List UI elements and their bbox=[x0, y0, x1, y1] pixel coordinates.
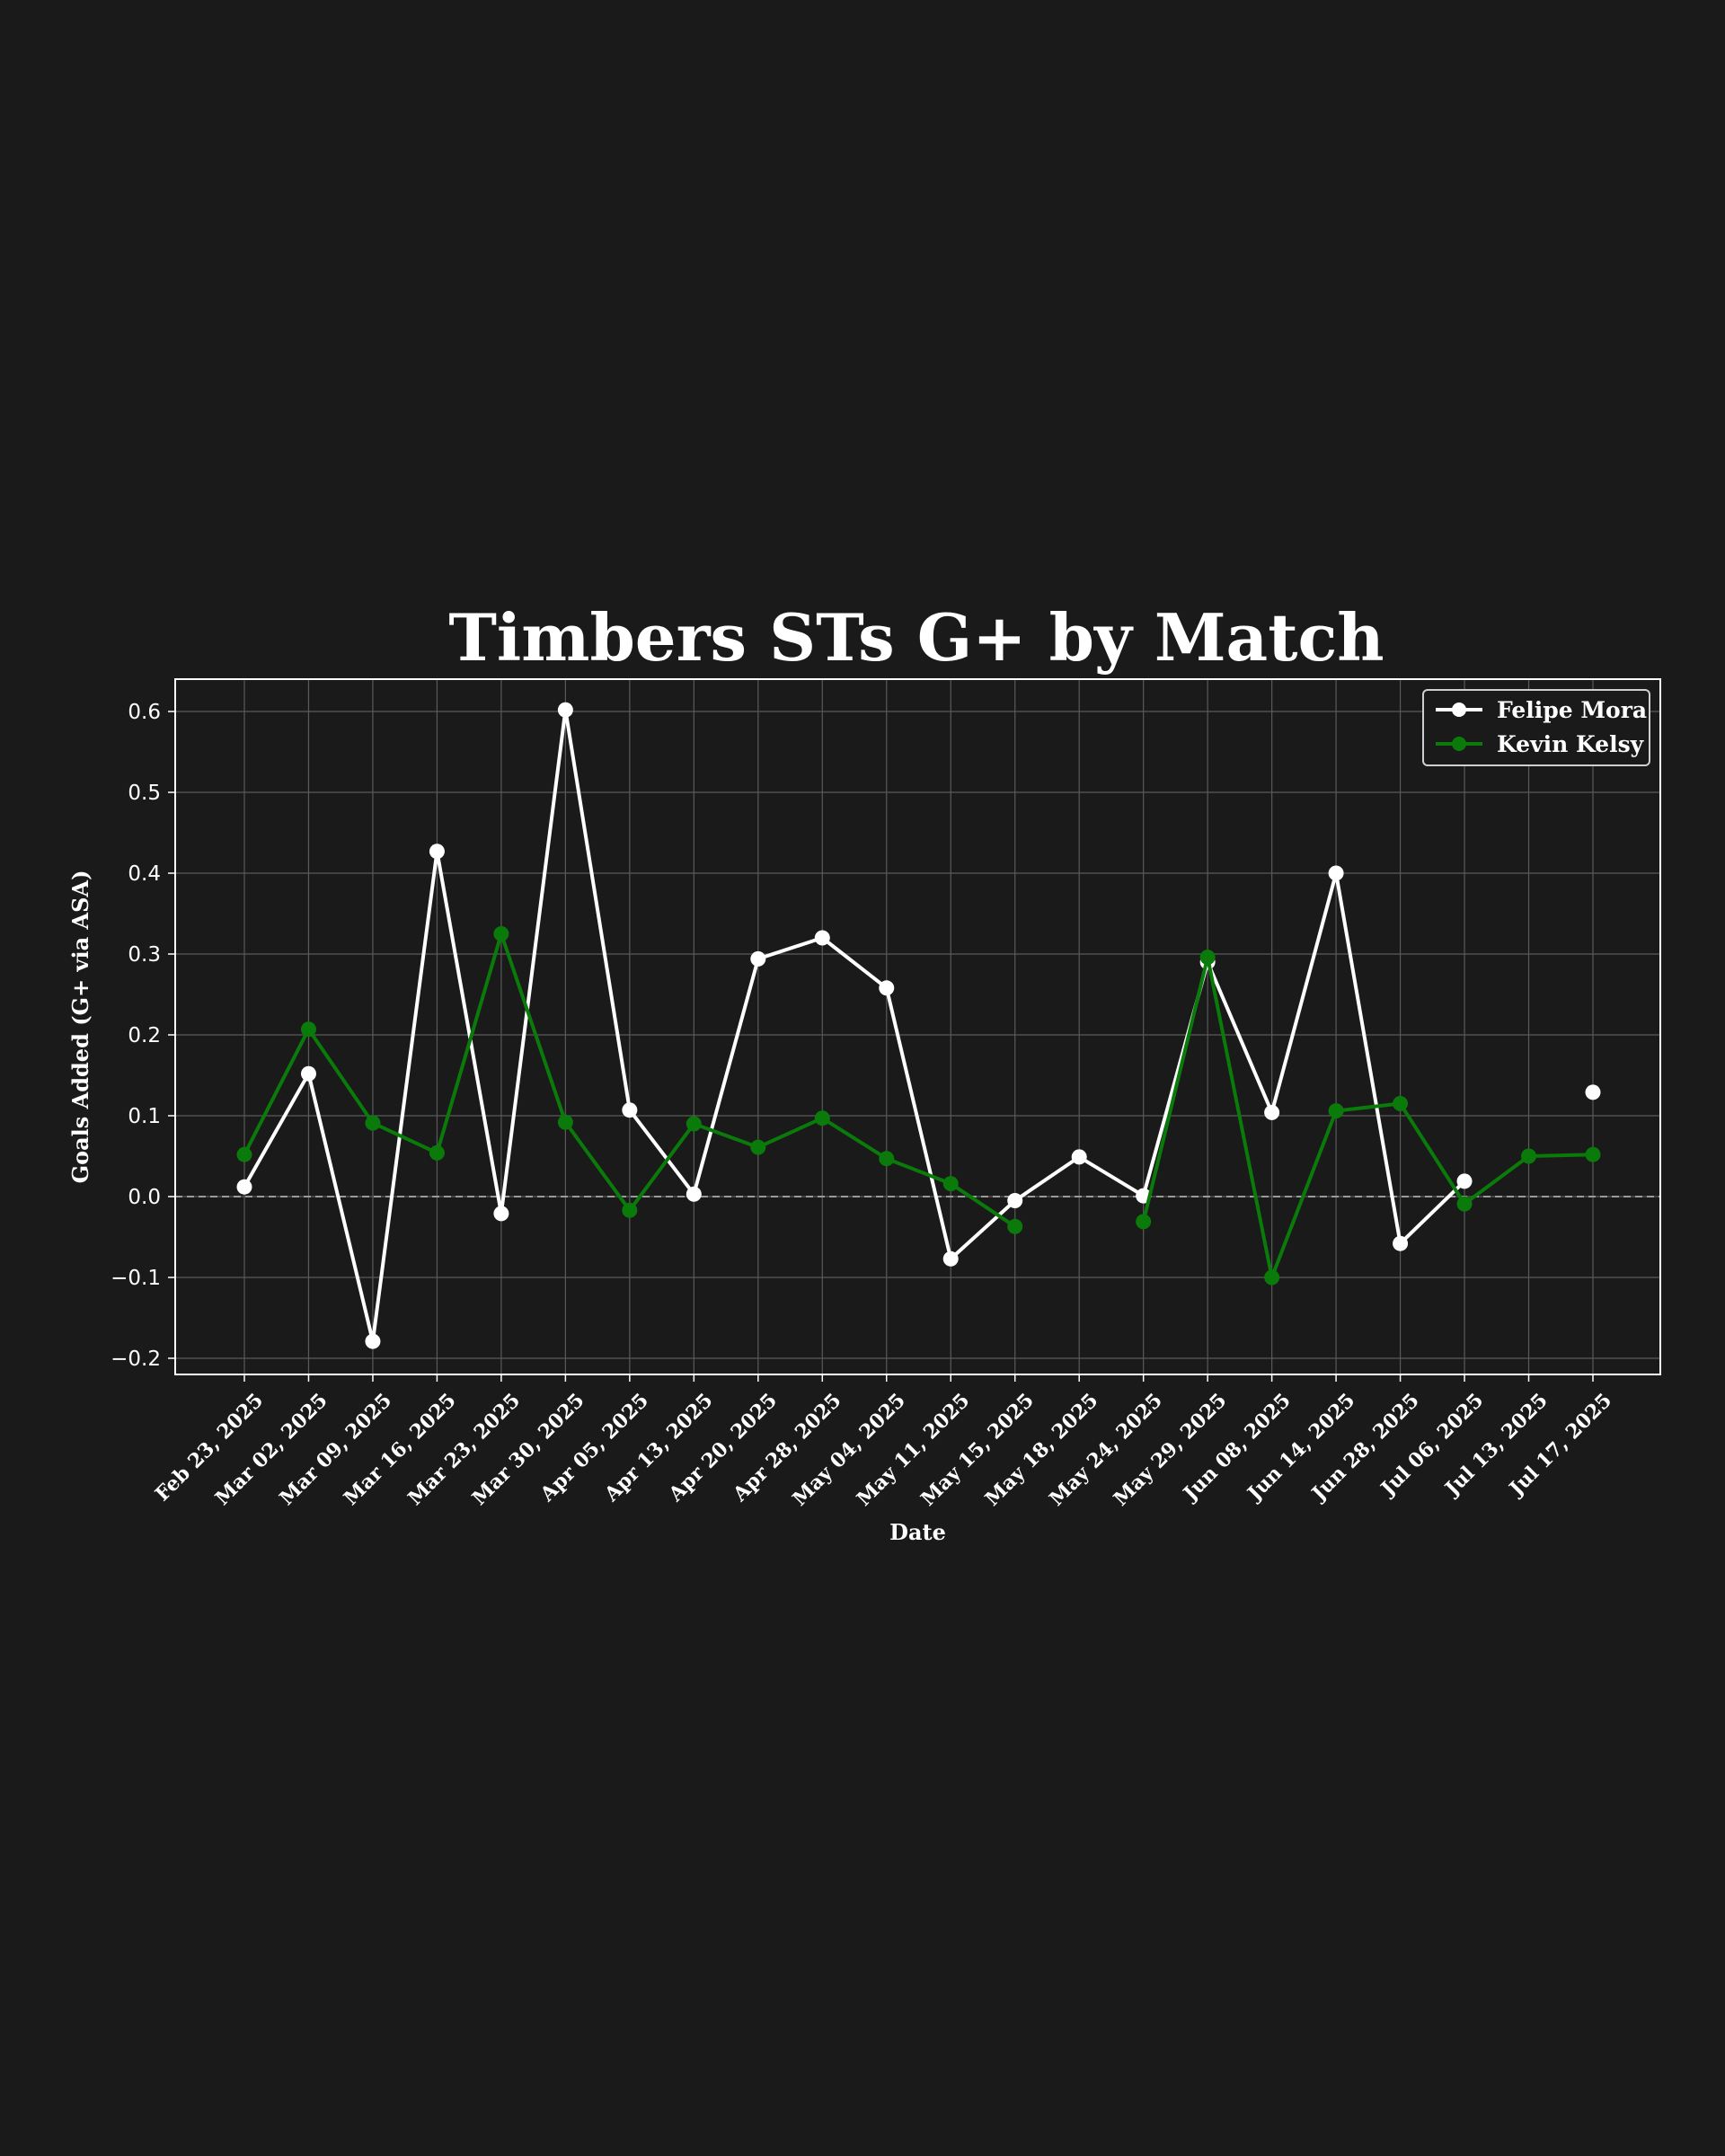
legend-label: Felipe Mora bbox=[1497, 697, 1647, 723]
y-tick-label: 0.0 bbox=[128, 1186, 161, 1209]
data-point bbox=[1264, 1269, 1280, 1286]
y-tick-label: 0.5 bbox=[128, 782, 161, 805]
data-point bbox=[236, 1146, 252, 1162]
data-point bbox=[750, 950, 766, 967]
data-point bbox=[557, 702, 573, 718]
y-tick-label: 0.2 bbox=[128, 1024, 161, 1047]
legend: Felipe Mora Kevin Kelsy bbox=[1422, 689, 1650, 766]
data-point bbox=[429, 844, 445, 860]
legend-item: Kevin Kelsy bbox=[1436, 731, 1645, 757]
data-point bbox=[686, 1116, 702, 1132]
plot-frame bbox=[174, 678, 1661, 1375]
data-point bbox=[557, 1114, 573, 1130]
series-line bbox=[1141, 955, 1594, 1279]
y-tick-label: 0.6 bbox=[128, 701, 161, 724]
y-tick-label: 0.4 bbox=[128, 862, 161, 886]
series-kevin-kelsy bbox=[236, 926, 1601, 1286]
legend-marker bbox=[1452, 702, 1466, 717]
data-point bbox=[814, 1110, 830, 1127]
data-point bbox=[879, 980, 895, 996]
data-point bbox=[1264, 1104, 1280, 1120]
y-tick-label: 0.3 bbox=[128, 943, 161, 967]
y-tick-label: −0.2 bbox=[111, 1348, 161, 1371]
data-point bbox=[1007, 1193, 1023, 1208]
data-point bbox=[1136, 1214, 1152, 1230]
data-point bbox=[1585, 1084, 1601, 1100]
data-point bbox=[493, 926, 509, 941]
series-layer bbox=[236, 702, 1601, 1349]
data-point bbox=[1199, 950, 1216, 966]
data-point bbox=[879, 1151, 895, 1167]
data-point bbox=[365, 1115, 381, 1131]
data-point bbox=[1521, 1148, 1537, 1164]
legend-label: Kevin Kelsy bbox=[1497, 731, 1645, 757]
data-point bbox=[622, 1202, 638, 1218]
data-point bbox=[1328, 1103, 1344, 1119]
data-point bbox=[1328, 865, 1344, 881]
data-point bbox=[236, 1179, 252, 1195]
data-point bbox=[750, 1139, 766, 1155]
legend-item: Felipe Mora bbox=[1436, 697, 1647, 723]
data-point bbox=[1071, 1149, 1087, 1165]
data-point bbox=[1393, 1235, 1409, 1251]
data-point bbox=[1393, 1096, 1409, 1111]
data-point bbox=[1007, 1218, 1023, 1234]
data-point bbox=[1585, 1146, 1601, 1162]
data-point bbox=[686, 1186, 702, 1202]
legend-marker bbox=[1452, 737, 1466, 751]
data-point bbox=[942, 1176, 959, 1192]
data-point bbox=[493, 1206, 509, 1222]
y-axis-ticks: −0.2 −0.1 0.0 0.1 0.2 0.3 0.4 0.5 0.6 bbox=[111, 701, 175, 1371]
data-point bbox=[365, 1333, 381, 1349]
y-tick-label: −0.1 bbox=[111, 1267, 161, 1290]
chart-title: Timbers STs G+ by Match bbox=[448, 599, 1384, 676]
series-line bbox=[243, 708, 1466, 1344]
data-point bbox=[1456, 1196, 1473, 1212]
data-point bbox=[429, 1144, 445, 1161]
data-point bbox=[300, 1065, 316, 1082]
data-point bbox=[814, 930, 830, 946]
data-point bbox=[1456, 1173, 1473, 1189]
data-point bbox=[300, 1021, 316, 1038]
x-axis-label: Date bbox=[889, 1519, 946, 1545]
data-point bbox=[622, 1102, 638, 1118]
series-felipe-mora bbox=[236, 702, 1601, 1349]
y-tick-label: 0.1 bbox=[128, 1105, 161, 1128]
data-point bbox=[942, 1250, 959, 1267]
y-axis-label: Goals Added (G+ via ASA) bbox=[67, 870, 93, 1184]
